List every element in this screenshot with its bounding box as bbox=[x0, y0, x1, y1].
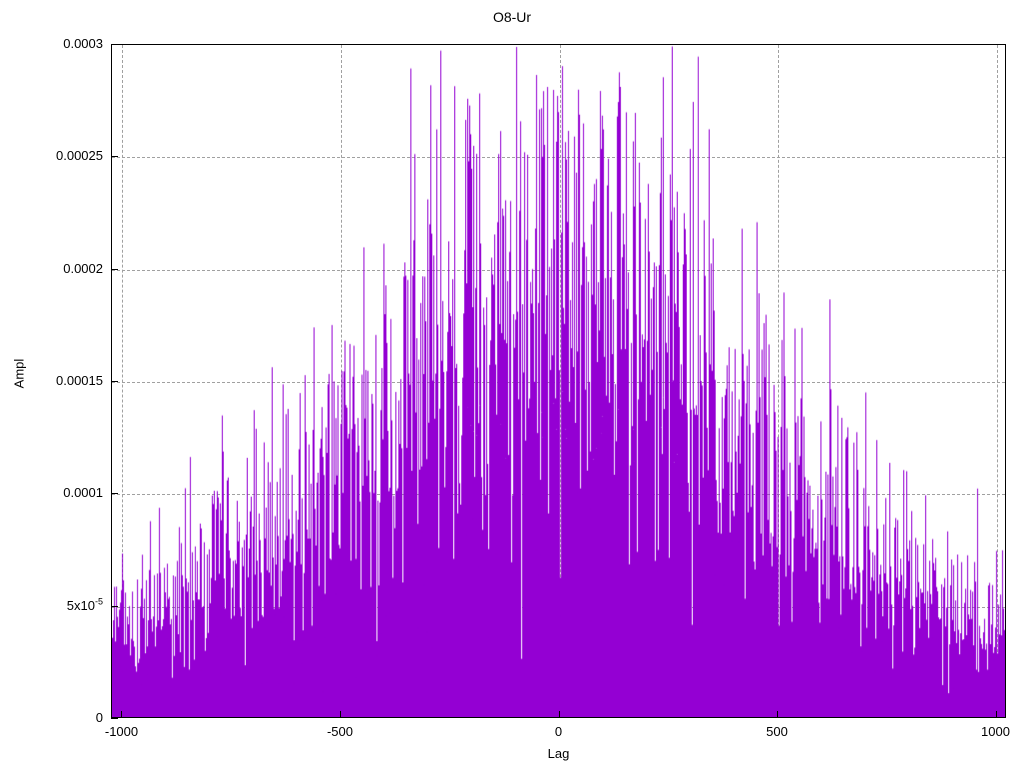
y-tick-label: 0.00025 bbox=[56, 148, 103, 164]
y-tick-mark bbox=[111, 156, 118, 158]
x-tick-label: 500 bbox=[766, 724, 788, 739]
y-tick-mark bbox=[111, 605, 118, 607]
x-tick-mark bbox=[558, 711, 560, 718]
x-tick-label: -500 bbox=[326, 724, 353, 739]
impulse-series-canvas bbox=[112, 45, 1005, 717]
x-tick-mark bbox=[777, 711, 778, 718]
y-tick-label: 5x10-5 bbox=[66, 596, 103, 613]
y-tick-label: 0.0003 bbox=[63, 36, 103, 51]
y-tick-label: 0.0002 bbox=[63, 260, 103, 276]
y-tick-mark bbox=[111, 381, 118, 382]
x-tick-label: 1000 bbox=[981, 724, 1010, 739]
y-tick-mark bbox=[111, 44, 118, 45]
x-tick-label: -1000 bbox=[104, 724, 139, 739]
y-tick-label: 0.0001 bbox=[63, 485, 103, 501]
x-tick-mark bbox=[121, 711, 123, 718]
plot-area bbox=[111, 44, 1006, 718]
y-axis-label: Ampl bbox=[11, 358, 27, 389]
y-tick-mark bbox=[111, 718, 118, 719]
y-tick-mark bbox=[111, 268, 118, 270]
y-tick-label: 0.00015 bbox=[56, 373, 103, 388]
x-tick-mark bbox=[995, 711, 997, 718]
x-axis-label: Lag bbox=[547, 746, 570, 761]
x-tick-mark bbox=[339, 711, 341, 718]
y-tick-label: 0 bbox=[95, 710, 103, 725]
x-tick-label: 0 bbox=[554, 724, 563, 739]
chart-title: O8-Ur bbox=[492, 9, 532, 25]
y-tick-mark bbox=[111, 493, 118, 495]
